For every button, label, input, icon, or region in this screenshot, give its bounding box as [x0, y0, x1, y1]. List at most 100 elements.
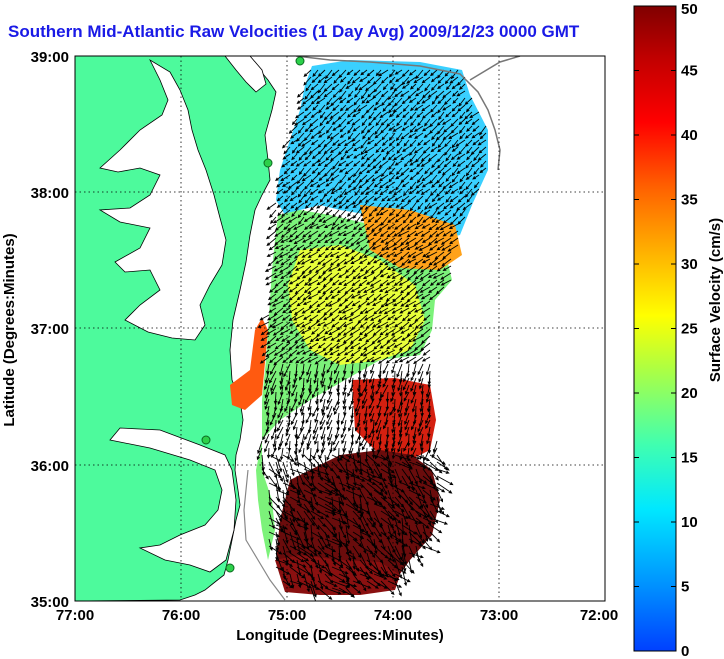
velocity-arrow: [368, 398, 375, 410]
velocity-arrow: [400, 300, 410, 307]
velocity-arrow: [363, 251, 375, 258]
velocity-arrow: [382, 363, 389, 375]
velocity-arrow: [377, 314, 389, 323]
velocity-arrow: [359, 580, 367, 592]
velocity-arrow: [366, 580, 379, 589]
velocity-arrow: [372, 230, 382, 237]
velocity-arrow: [323, 356, 333, 362]
velocity-arrow: [479, 167, 487, 174]
velocity-arrow: [317, 69, 326, 77]
velocity-arrow: [326, 426, 333, 442]
velocity-arrow: [348, 314, 361, 322]
velocity-arrow: [360, 139, 368, 149]
velocity-arrow: [288, 349, 298, 357]
velocity-arrow: [339, 76, 347, 83]
velocity-arrow: [397, 433, 403, 446]
velocity-arrow: [342, 384, 347, 396]
velocity-arrow: [364, 202, 375, 210]
velocity-arrow: [383, 405, 389, 417]
velocity-arrow: [339, 132, 347, 139]
velocity-arrow: [378, 307, 389, 314]
velocity-arrow: [382, 419, 389, 430]
station-marker: [295, 56, 305, 66]
velocity-arrow: [323, 146, 333, 155]
velocity-arrow: [298, 216, 305, 225]
velocity-arrow: [378, 286, 389, 293]
velocity-arrow: [366, 489, 378, 506]
velocity-arrow: [415, 531, 425, 544]
velocity-arrow: [432, 440, 438, 453]
velocity-arrow: [431, 160, 438, 169]
velocity-arrow: [415, 153, 424, 163]
velocity-arrow: [341, 307, 354, 314]
velocity-arrow: [307, 293, 319, 300]
velocity-arrow: [268, 370, 277, 384]
velocity-arrow: [392, 125, 403, 132]
velocity-arrow: [266, 202, 277, 210]
velocity-arrow: [329, 132, 340, 140]
velocity-arrow: [294, 202, 305, 211]
velocity-arrow: [362, 349, 375, 357]
velocity-arrow: [305, 83, 312, 92]
velocity-arrow: [352, 566, 369, 575]
velocity-arrow: [421, 279, 431, 287]
velocity-arrow: [277, 405, 284, 419]
velocity-arrow: [321, 258, 333, 266]
velocity-arrow: [336, 223, 347, 230]
velocity-arrow: [264, 391, 270, 406]
velocity-arrow: [317, 230, 326, 238]
velocity-arrow: [301, 174, 312, 182]
velocity-arrow: [442, 265, 452, 271]
velocity-arrow: [272, 216, 284, 224]
velocity-arrow: [330, 153, 340, 162]
velocity-arrow: [283, 146, 291, 155]
velocity-arrow: [370, 377, 375, 390]
velocity-arrow: [326, 412, 333, 426]
velocity-arrow: [303, 160, 312, 167]
velocity-arrow: [427, 153, 438, 162]
velocity-arrow: [364, 377, 368, 393]
velocity-arrow: [326, 132, 333, 140]
velocity-arrow: [472, 125, 480, 133]
velocity-arrow: [425, 384, 431, 398]
velocity-arrow: [382, 104, 389, 112]
velocity-arrow: [416, 83, 424, 92]
velocity-arrow: [375, 384, 382, 395]
velocity-arrow: [402, 146, 410, 152]
velocity-arrow: [275, 188, 284, 195]
velocity-arrow: [371, 244, 382, 250]
velocity-arrow: [358, 83, 368, 91]
velocity-arrow: [261, 349, 270, 357]
velocity-arrow: [387, 510, 402, 524]
velocity-arrow: [265, 328, 277, 335]
velocity-arrow: [380, 90, 389, 98]
velocity-arrow: [405, 237, 417, 245]
velocity-arrow: [419, 272, 431, 280]
velocity-arrow: [415, 188, 424, 194]
velocity-arrow: [341, 433, 347, 445]
velocity-arrow: [402, 216, 410, 224]
velocity-arrow: [429, 524, 443, 534]
velocity-arrow: [431, 181, 438, 188]
velocity-arrow: [322, 279, 333, 288]
velocity-arrow: [282, 454, 295, 462]
velocity-arrow: [428, 286, 438, 294]
velocity-arrow: [443, 146, 452, 156]
velocity-arrow: [331, 524, 337, 538]
velocity-arrow: [380, 76, 389, 84]
velocity-arrow: [422, 349, 431, 356]
velocity-arrow: [283, 167, 291, 175]
velocity-arrow: [310, 139, 319, 146]
velocity-arrow: [282, 356, 291, 364]
velocity-arrow: [307, 251, 319, 258]
velocity-arrow: [323, 90, 333, 98]
velocity-arrow: [394, 286, 403, 292]
velocity-arrow: [358, 279, 368, 287]
velocity-arrow: [345, 237, 354, 244]
velocity-arrow: [269, 356, 277, 364]
velocity-arrow: [443, 97, 452, 106]
velocity-arrow: [368, 370, 375, 384]
velocity-arrow: [458, 97, 466, 107]
velocity-arrow: [274, 342, 284, 350]
velocity-arrow: [435, 279, 445, 286]
